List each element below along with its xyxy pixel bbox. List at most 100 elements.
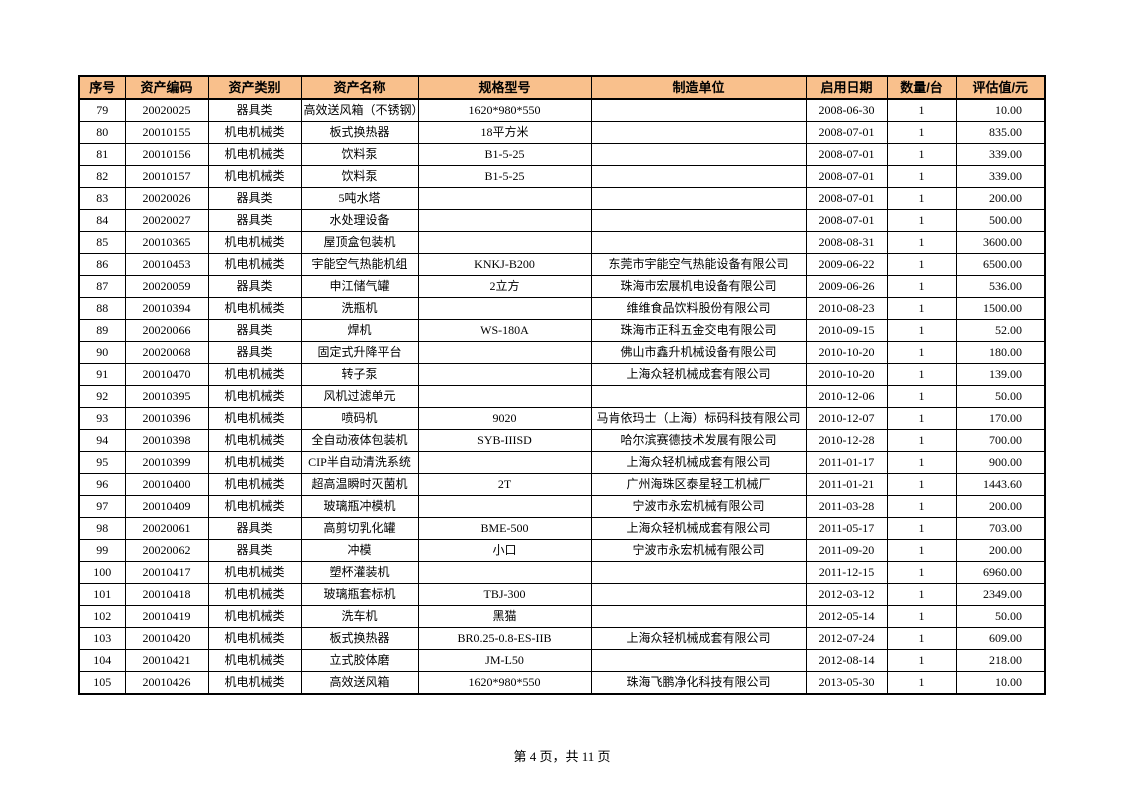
table-cell: [590, 583, 807, 606]
header-cell: 规格型号: [417, 75, 592, 100]
table-cell: 珠海市正科五金交电有限公司: [590, 319, 807, 342]
table-cell: 塑杯灌装机: [300, 561, 419, 584]
table-cell: 103: [78, 627, 126, 650]
table-cell: 喷码机: [300, 407, 419, 430]
table-cell: 85: [78, 231, 126, 254]
table-cell: 9020: [417, 407, 592, 430]
table-cell: 20010365: [124, 231, 209, 254]
table-cell: BR0.25-0.8-ES-IIB: [417, 627, 592, 650]
table-cell: 1: [886, 649, 957, 672]
table-cell: 20010420: [124, 627, 209, 650]
table-cell: 2008-07-01: [805, 121, 888, 144]
table-row: 92 20010395 机电机械类 风机过滤单元 2010-12-06 1 50.00: [78, 385, 1046, 408]
table-cell: 2立方: [417, 275, 592, 298]
table-cell: 20020061: [124, 517, 209, 540]
table-cell: 机电机械类: [207, 385, 302, 408]
table-cell: 1500.00: [955, 297, 1046, 320]
table-cell: 上海众轻机械成套有限公司: [590, 451, 807, 474]
table-cell: CIP半自动清洗系统: [300, 451, 419, 474]
table-cell: 机电机械类: [207, 495, 302, 518]
table-cell: 饮料泵: [300, 143, 419, 166]
table-cell: [590, 187, 807, 210]
table-cell: 2011-05-17: [805, 517, 888, 540]
table-cell: 机电机械类: [207, 649, 302, 672]
table-cell: 2011-01-17: [805, 451, 888, 474]
table-row: 98 20020061 器具类 高剪切乳化罐 BME-500 上海众轻机械成套有限公司 20…: [78, 517, 1046, 540]
table-cell: 2010-12-28: [805, 429, 888, 452]
table-row: 104 20010421 机电机械类 立式胶体磨 JM-L50 2012-08-14 1 21…: [78, 649, 1046, 672]
table-cell: 珠海飞鹏净化科技有限公司: [590, 671, 807, 695]
table-cell: 1: [886, 627, 957, 650]
table-cell: 200.00: [955, 187, 1046, 210]
header-cell: 资产名称: [300, 75, 419, 100]
table-cell: 机电机械类: [207, 561, 302, 584]
table-cell: 1: [886, 231, 957, 254]
table-cell: [590, 231, 807, 254]
table-cell: 536.00: [955, 275, 1046, 298]
table-cell: 2011-03-28: [805, 495, 888, 518]
table-cell: 82: [78, 165, 126, 188]
table-cell: [417, 363, 592, 386]
table-cell: 2008-07-01: [805, 209, 888, 232]
table-cell: 2008-08-31: [805, 231, 888, 254]
table-cell: 2013-05-30: [805, 671, 888, 695]
table-cell: 104: [78, 649, 126, 672]
table-cell: 20020025: [124, 98, 209, 122]
table-row: 88 20010394 机电机械类 洗瓶机 维维食品饮料股份有限公司 2010-08-23…: [78, 297, 1046, 320]
table-cell: [417, 209, 592, 232]
table-cell: 88: [78, 297, 126, 320]
table-cell: 339.00: [955, 165, 1046, 188]
table-cell: 1: [886, 451, 957, 474]
table-row: 90 20020068 器具类 固定式升降平台 佛山市鑫升机械设备有限公司 2010-10…: [78, 341, 1046, 364]
table-cell: 20020066: [124, 319, 209, 342]
table-cell: 1: [886, 539, 957, 562]
table-cell: 机电机械类: [207, 253, 302, 276]
table-cell: 珠海市宏展机电设备有限公司: [590, 275, 807, 298]
table-row: 82 20010157 机电机械类 饮料泵 B1-5-25 2008-07-01 1 339.…: [78, 165, 1046, 188]
table-cell: 器具类: [207, 341, 302, 364]
table-cell: 84: [78, 209, 126, 232]
header-cell: 启用日期: [805, 75, 888, 100]
table-cell: 机电机械类: [207, 363, 302, 386]
table-row: 95 20010399 机电机械类 CIP半自动清洗系统 上海众轻机械成套有限公司 201…: [78, 451, 1046, 474]
table-cell: [590, 121, 807, 144]
table-cell: 2009-06-22: [805, 253, 888, 276]
table-cell: 机电机械类: [207, 297, 302, 320]
table-cell: 1620*980*550: [417, 98, 592, 122]
table-cell: 机电机械类: [207, 583, 302, 606]
table-cell: [417, 341, 592, 364]
table-cell: 20020062: [124, 539, 209, 562]
table-cell: 20020068: [124, 341, 209, 364]
table-row: 96 20010400 机电机械类 超高温瞬时灭菌机 2T 广州海珠区泰星轻工机械厂 201…: [78, 473, 1046, 496]
table-cell: 703.00: [955, 517, 1046, 540]
table-cell: 1: [886, 143, 957, 166]
table-cell: 20010418: [124, 583, 209, 606]
table-cell: KNKJ-B200: [417, 253, 592, 276]
table-cell: 81: [78, 143, 126, 166]
table-cell: 900.00: [955, 451, 1046, 474]
header-cell: 评估值/元: [955, 75, 1046, 100]
table-cell: 1: [886, 165, 957, 188]
table-row: 89 20020066 器具类 焊机 WS-180A 珠海市正科五金交电有限公司 2010-…: [78, 319, 1046, 342]
table-row: 101 20010418 机电机械类 玻璃瓶套标机 TBJ-300 2012-03-12 1…: [78, 583, 1046, 606]
table-cell: 500.00: [955, 209, 1046, 232]
table-cell: 哈尔滨赛德技术发展有限公司: [590, 429, 807, 452]
table-row: 102 20010419 机电机械类 洗车机 黑猫 2012-05-14 1 50.00: [78, 605, 1046, 628]
table-cell: 2010-10-20: [805, 363, 888, 386]
table-cell: 1: [886, 363, 957, 386]
table-cell: 700.00: [955, 429, 1046, 452]
table-cell: 2T: [417, 473, 592, 496]
table-cell: 83: [78, 187, 126, 210]
table-cell: 玻璃瓶套标机: [300, 583, 419, 606]
table-cell: 835.00: [955, 121, 1046, 144]
table-cell: 20010399: [124, 451, 209, 474]
table-cell: 101: [78, 583, 126, 606]
table-cell: 机电机械类: [207, 429, 302, 452]
table-cell: TBJ-300: [417, 583, 592, 606]
table-cell: 机电机械类: [207, 231, 302, 254]
table-cell: 宇能空气热能机组: [300, 253, 419, 276]
table-row: 105 20010426 机电机械类 高效送风箱 1620*980*550 珠海飞鹏净化科…: [78, 671, 1046, 695]
header-row: 序号 资产编码 资产类别 资产名称 规格型号 制造单位 启用日期 数量/台 评估值/元: [78, 75, 1046, 100]
table-cell: 339.00: [955, 143, 1046, 166]
table-row: 80 20010155 机电机械类 板式换热器 18平方米 2008-07-01 1 835.…: [78, 121, 1046, 144]
